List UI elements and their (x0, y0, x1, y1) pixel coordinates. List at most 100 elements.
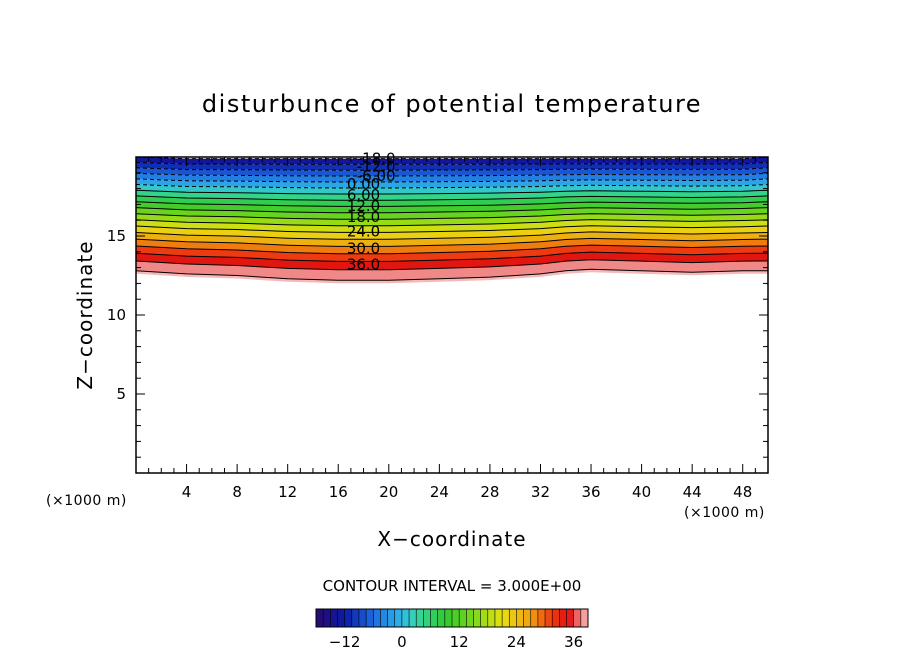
contour-band (136, 207, 768, 220)
colorbar-segment (580, 609, 589, 627)
colorbar-segment (509, 609, 517, 627)
colorbar-segment (566, 609, 575, 627)
contour-line (135, 184, 769, 189)
colorbar-segment (330, 609, 338, 627)
contour-label: 24.0 (347, 222, 380, 240)
contour-line (135, 231, 769, 240)
contour-label: -12.0 (357, 157, 396, 175)
colorbar-segment (380, 609, 388, 627)
contour-line (135, 268, 768, 281)
y-axis-label: Z−coordinate (73, 240, 97, 389)
colorbar-segment (401, 609, 410, 627)
contour-band (136, 162, 768, 171)
contour-line (135, 259, 769, 271)
colorbar-segment (552, 609, 560, 627)
x-tick-label: 12 (278, 483, 297, 501)
x-tick-label: 24 (430, 483, 449, 501)
contour-band (136, 252, 768, 270)
colorbar-segment (487, 609, 496, 627)
y-tick-label: 5 (116, 385, 126, 403)
contour-line (135, 189, 769, 195)
contour-label: 30.0 (347, 240, 380, 258)
colorbar-border (315, 608, 589, 628)
contour-band (136, 184, 768, 194)
colorbar-segment (351, 609, 360, 627)
colorbar-segment (459, 609, 467, 627)
contour-band (136, 167, 768, 176)
colorbar-segment (387, 609, 396, 627)
contour-label: 18.0 (347, 208, 380, 226)
contour-label: 6.00 (347, 186, 380, 204)
contour-label: 12.0 (347, 197, 380, 215)
colorbar-segment (559, 609, 567, 627)
x-tick-label: 32 (531, 483, 550, 501)
plot-area (135, 156, 769, 284)
contour-label: 0.00 (347, 175, 380, 193)
contour-interval-label: CONTOUR INTERVAL = 3.000E+00 (323, 577, 582, 595)
colorbar-segment (409, 609, 417, 627)
x-tick-label: 16 (329, 483, 348, 501)
x-axis-label: X−coordinate (377, 527, 526, 551)
contour-band (136, 238, 768, 254)
colorbar-segment (523, 609, 532, 627)
x-tick-label: 20 (379, 483, 398, 501)
x-axis-unit: (×1000 m) (684, 505, 765, 521)
contour-band-edge (136, 269, 768, 284)
contour-line (135, 172, 769, 177)
chart-title: disturbunce of potential temperature (202, 90, 702, 118)
contour-line (135, 244, 769, 255)
colorbar-segment (344, 609, 353, 627)
contour-band (136, 173, 768, 182)
colorbar-segment (480, 609, 489, 627)
colorbar-segment (573, 609, 582, 627)
x-tick-label: 8 (232, 483, 242, 501)
colorbar-segment (337, 609, 346, 627)
y-axis-unit: (×1000 m) (46, 493, 127, 509)
colorbar-segment (466, 609, 474, 627)
contour-line (135, 219, 769, 227)
y-tick-label: 10 (107, 306, 126, 324)
colorbar: −12 0 12 24 36 (315, 608, 589, 651)
x-tick-label: 40 (632, 483, 651, 501)
colorbar-segment (545, 609, 553, 627)
contour-label: 36.0 (347, 255, 380, 273)
colorbar-segment (416, 609, 424, 627)
x-tick-label: 36 (581, 483, 600, 501)
contour-band (136, 201, 768, 213)
colorbar-segment (366, 609, 374, 627)
colorbar-segment (473, 609, 482, 627)
colorbar-segment (323, 609, 331, 627)
contour-band (136, 231, 768, 247)
colorbar-segment (316, 609, 324, 627)
x-tick-label: 44 (683, 483, 702, 501)
colorbar-segment (394, 609, 403, 627)
contour-line (135, 213, 769, 220)
contour-band (136, 178, 768, 188)
colorbar-segment (358, 609, 367, 627)
contour-band (136, 219, 768, 233)
colorbar-segment (516, 609, 524, 627)
contour-line (135, 225, 769, 233)
colorbar-segment (452, 609, 460, 627)
contour-line (135, 167, 769, 171)
contour-band (136, 195, 768, 207)
colorbar-segment (494, 609, 503, 627)
contour-label: -6.00 (357, 167, 396, 185)
contour-band (136, 190, 768, 201)
colorbar-segment (444, 609, 453, 627)
contour-band (136, 259, 768, 281)
colorbar-segment (530, 609, 539, 627)
colorbar-segment (430, 609, 439, 627)
y-tick-label: 15 (107, 227, 126, 245)
contour-band (136, 245, 768, 262)
contour-line (135, 201, 769, 207)
colorbar-segment (437, 609, 446, 627)
colorbar-segment (502, 609, 510, 627)
contour-line (135, 207, 769, 214)
colorbar-segment (537, 609, 546, 627)
contour-band (136, 225, 768, 240)
contour-line (135, 251, 769, 262)
colorbar-segment (373, 609, 381, 627)
